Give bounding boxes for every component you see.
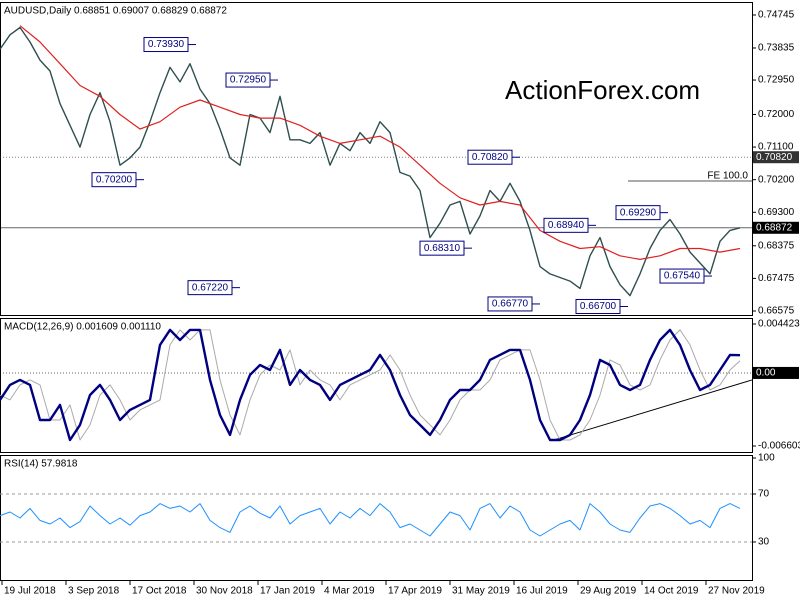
line-label: FE 100.0: [707, 171, 748, 182]
panel-title: AUDUSD,Daily 0.68851 0.69007 0.68829 0.6…: [4, 6, 227, 17]
x-tick-label: 19 Jul 2018: [4, 586, 56, 597]
annotation-box: [659, 268, 705, 284]
annotation-label: 0.68310: [424, 243, 461, 254]
annotation-box: [487, 296, 533, 312]
annotation-label: 0.66700: [580, 301, 617, 312]
price-box-label: 0.68872: [756, 222, 793, 233]
annotation-box: [187, 280, 233, 296]
annotation-box: [575, 298, 621, 314]
annotation-box: [543, 217, 589, 233]
annotation-label: 0.73930: [148, 39, 185, 50]
annotation-label: 0.67220: [192, 282, 229, 293]
x-tick-label: 17 Oct 2018: [132, 586, 187, 597]
series-line: [0, 328, 741, 442]
x-tick-label: 3 Sep 2018: [68, 586, 120, 597]
annotation-label: 0.67540: [664, 271, 701, 282]
annotation-label: 0.68940: [548, 220, 585, 231]
panel-frame: [0, 455, 753, 581]
x-tick-label: 17 Jan 2019: [260, 586, 315, 597]
annotation-box: [419, 240, 465, 256]
panel-frame: [0, 2, 753, 316]
price-box: [753, 151, 799, 164]
x-tick-label: 29 Aug 2019: [580, 586, 637, 597]
y-tick-label: 70: [758, 489, 770, 500]
x-tick-label: 17 Apr 2019: [388, 586, 442, 597]
annotation-box: [225, 72, 271, 88]
trend-line: [553, 379, 753, 441]
annotation-label: 0.72950: [230, 75, 267, 86]
annotation-box: [91, 172, 137, 188]
annotation-label: 0.70820: [472, 152, 509, 163]
price-box-label: 0.70820: [756, 152, 793, 163]
annotation-box: [143, 37, 189, 53]
y-tick-label: 0.71100: [758, 142, 794, 153]
y-tick-label: 0.68375: [758, 240, 795, 251]
x-tick-label: 27 Nov 2019: [708, 586, 765, 597]
x-tick-label: 31 May 2019: [452, 586, 510, 597]
y-tick-label: 100: [758, 453, 775, 464]
y-tick-label: 0.74745: [758, 10, 795, 21]
x-tick-label: 14 Oct 2019: [644, 586, 699, 597]
y-tick-label: 0.67475: [758, 273, 795, 284]
x-tick-label: 16 Jul 2019: [516, 586, 568, 597]
price-box-label: 0.00: [756, 368, 776, 379]
y-tick-label: 0.72000: [758, 109, 795, 120]
series-line: [0, 503, 741, 537]
x-tick-label: 4 Mar 2019: [324, 586, 375, 597]
annotation-label: 0.70200: [96, 174, 133, 185]
series-line: [19, 25, 741, 260]
annotation-label: 0.69290: [620, 207, 657, 218]
y-tick-label: -0.006603: [758, 441, 800, 452]
y-tick-label: 30: [758, 537, 770, 548]
series-line: [0, 329, 741, 441]
panel-frame: [0, 318, 753, 453]
series-line: [0, 26, 741, 297]
price-box: [753, 366, 799, 379]
price-box: [753, 221, 799, 234]
y-tick-label: 0.72950: [758, 75, 795, 86]
panel-title: MACD(12,26,9) 0.001609 0.001110: [4, 322, 161, 333]
panel-title: RSI(14) 57.9818: [4, 459, 78, 470]
y-tick-label: 0.66575: [758, 306, 795, 317]
annotation-label: 0.66770: [492, 299, 529, 310]
annotation-box: [615, 205, 661, 221]
y-tick-label: 0.004423: [758, 319, 800, 330]
x-tick-label: 30 Nov 2018: [196, 586, 253, 597]
annotation-box: [467, 149, 513, 165]
y-tick-label: 0.70200: [758, 174, 795, 185]
y-tick-label: 0.73835: [758, 43, 795, 54]
y-tick-label: 0.69300: [758, 207, 795, 218]
watermark: ActionForex.com: [505, 75, 700, 105]
